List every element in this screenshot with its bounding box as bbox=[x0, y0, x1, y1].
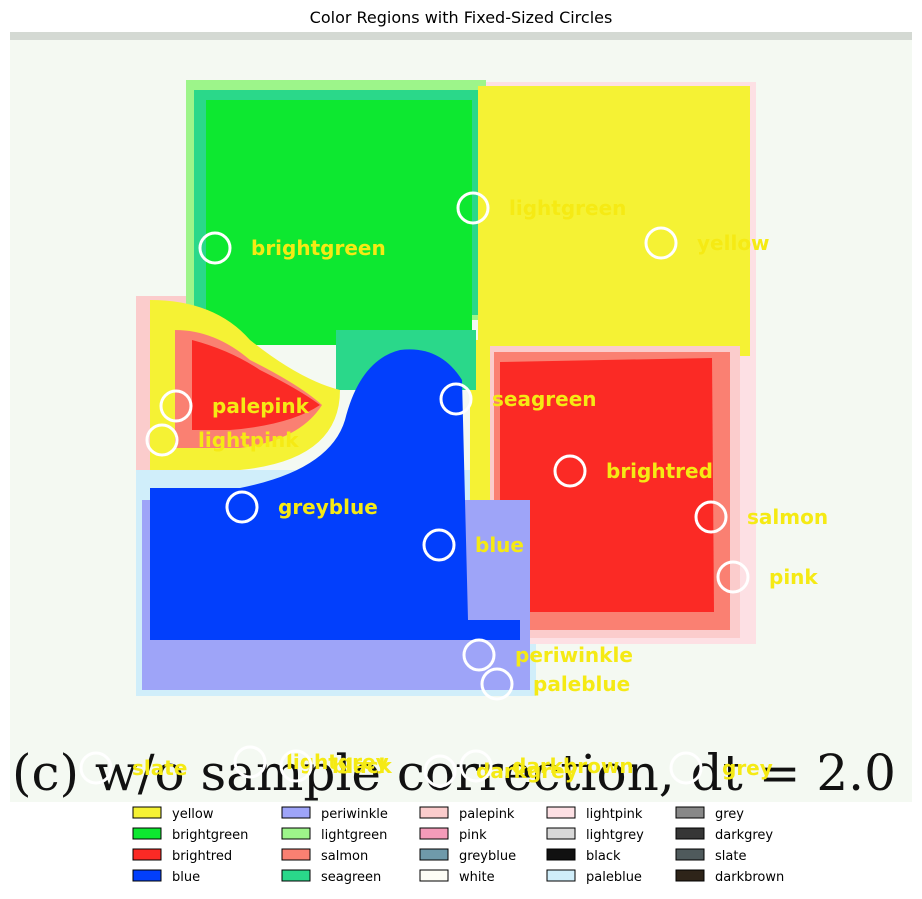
marker-label-slate: slate bbox=[132, 756, 187, 780]
marker-label-darkbrown: darkbrown bbox=[512, 754, 634, 778]
legend-label-darkgrey: darkgrey bbox=[715, 828, 773, 843]
legend-label-white: white bbox=[459, 870, 495, 885]
legend-swatch-white bbox=[419, 869, 449, 882]
marker-circle-lightgreen bbox=[456, 191, 490, 225]
marker-label-lightgreen: lightgreen bbox=[509, 196, 626, 220]
region-blue bbox=[150, 349, 520, 640]
legend-label-pink: pink bbox=[459, 828, 487, 843]
marker-label-salmon: salmon bbox=[747, 505, 828, 529]
legend-swatch-black bbox=[546, 848, 576, 861]
legend-label-grey: grey bbox=[715, 807, 744, 822]
marker-circle-blue bbox=[422, 528, 456, 562]
marker-label-seagreen: seagreen bbox=[492, 387, 597, 411]
legend-label-palepink: palepink bbox=[459, 807, 515, 822]
legend-swatch-periwinkle bbox=[281, 806, 311, 819]
marker-circle-slate bbox=[79, 751, 113, 785]
legend-swatch-greyblue bbox=[419, 848, 449, 861]
legend-swatch-slate bbox=[675, 848, 705, 861]
legend-label-paleblue: paleblue bbox=[586, 870, 642, 885]
marker-circle-grey bbox=[669, 751, 703, 785]
legend-label-slate: slate bbox=[715, 849, 746, 864]
legend-swatch-paleblue bbox=[546, 869, 576, 882]
marker-label-darkgrey: darkgrey bbox=[476, 759, 578, 783]
legend-label-brightred: brightred bbox=[172, 849, 232, 864]
marker-label-grey: grey bbox=[722, 756, 773, 780]
marker-label-brightgreen: brightgreen bbox=[251, 236, 386, 260]
legend-swatch-darkbrown bbox=[675, 869, 705, 882]
legend-swatch-blue bbox=[132, 869, 162, 882]
marker-label-pink: pink bbox=[769, 565, 818, 589]
marker-circle-paleblue bbox=[480, 667, 514, 701]
marker-label-paleblue: paleblue bbox=[533, 672, 630, 696]
region-brightred-lobe bbox=[192, 340, 320, 430]
marker-circle-periwinkle bbox=[462, 638, 496, 672]
marker-circle-darkgrey bbox=[423, 754, 457, 788]
legend-label-greyblue: greyblue bbox=[459, 849, 516, 864]
legend-swatch-salmon bbox=[281, 848, 311, 861]
marker-circle-brightred bbox=[553, 454, 587, 488]
legend-label-seagreen: seagreen bbox=[321, 870, 381, 885]
region-markers: brightgreen lightgreen yellow palepink light… bbox=[79, 191, 828, 788]
legend-swatch-grey bbox=[675, 806, 705, 819]
marker-label-brightred: brightred bbox=[606, 459, 713, 483]
marker-circle-darkbrown bbox=[459, 749, 493, 783]
legend-swatch-lightgrey bbox=[546, 827, 576, 840]
legend-label-black: black bbox=[586, 849, 621, 864]
marker-label-blue: blue bbox=[475, 533, 524, 557]
legend-swatch-brightred bbox=[132, 848, 162, 861]
legend-label-lightgrey: lightgrey bbox=[586, 828, 644, 843]
legend-swatch-seagreen bbox=[281, 869, 311, 882]
legend-swatch-yellow bbox=[132, 806, 162, 819]
marker-label-lightpink: lightpink bbox=[198, 428, 299, 452]
legend-label-periwinkle: periwinkle bbox=[321, 807, 388, 822]
legend-label-darkbrown: darkbrown bbox=[715, 870, 784, 885]
region-yellow bbox=[478, 86, 750, 356]
legend: yellow brightgreen brightred blue periwinkle… bbox=[132, 806, 784, 885]
legend-label-lightgreen: lightgreen bbox=[321, 828, 387, 843]
legend-label-yellow: yellow bbox=[172, 807, 214, 822]
region-brightred bbox=[500, 358, 714, 612]
marker-circle-black bbox=[279, 749, 313, 783]
legend-swatch-palepink bbox=[419, 806, 449, 819]
marker-circle-palepink bbox=[159, 389, 193, 423]
legend-label-salmon: salmon bbox=[321, 849, 368, 864]
legend-swatch-pink bbox=[419, 827, 449, 840]
legend-label-brightgreen: brightgreen bbox=[172, 828, 248, 843]
legend-swatch-lightgreen bbox=[281, 827, 311, 840]
marker-circle-lightpink bbox=[145, 423, 179, 457]
legend-swatch-lightpink bbox=[546, 806, 576, 819]
marker-label-periwinkle: periwinkle bbox=[515, 643, 633, 667]
marker-label-black: black bbox=[332, 754, 393, 778]
marker-circle-greyblue bbox=[225, 490, 259, 524]
marker-label-yellow: yellow bbox=[697, 231, 770, 255]
legend-swatch-brightgreen bbox=[132, 827, 162, 840]
marker-circle-brightgreen bbox=[198, 231, 232, 265]
marker-circle-yellow bbox=[644, 226, 678, 260]
marker-circle-pink bbox=[716, 560, 750, 594]
legend-label-blue: blue bbox=[172, 870, 200, 885]
legend-swatch-darkgrey bbox=[675, 827, 705, 840]
top-text-fragment bbox=[10, 32, 912, 40]
marker-circle-lightgrey bbox=[233, 745, 267, 779]
region-brightgreen bbox=[206, 100, 472, 345]
image-panel: (c) w/o sample correction, dt = 2.0 brig… bbox=[10, 32, 912, 802]
legend-label-lightpink: lightpink bbox=[586, 807, 643, 822]
marker-circle-seagreen bbox=[439, 382, 473, 416]
marker-label-greyblue: greyblue bbox=[278, 495, 378, 519]
marker-circle-salmon bbox=[694, 500, 728, 534]
marker-label-palepink: palepink bbox=[212, 394, 310, 418]
chart-title: Color Regions with Fixed-Sized Circles bbox=[310, 8, 613, 27]
